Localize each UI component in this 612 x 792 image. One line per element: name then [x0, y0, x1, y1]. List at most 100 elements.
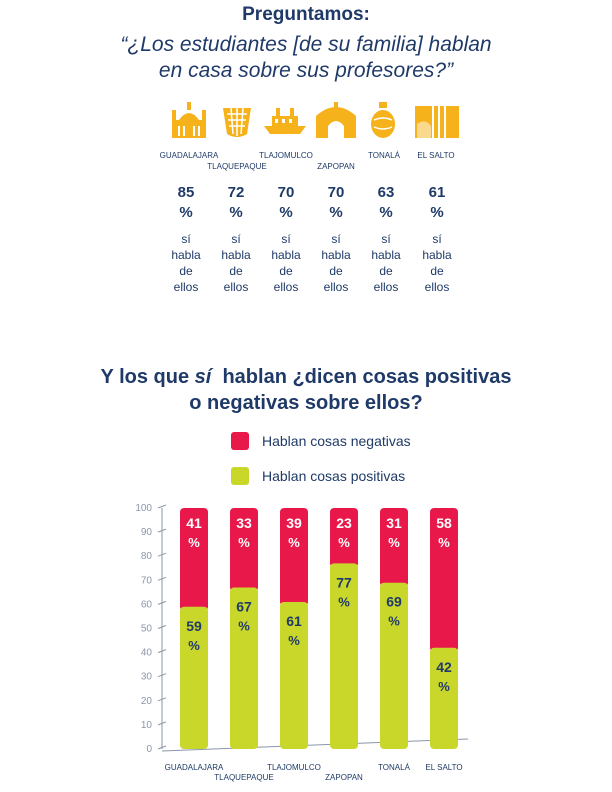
page-title: Preguntamos: — [242, 4, 370, 25]
waterfall-icon — [415, 106, 459, 138]
section-title-line-2: o negativas sobre ellos? — [189, 392, 423, 414]
talk-note: sí habla de ellos — [411, 231, 463, 295]
bar-positive — [280, 601, 308, 749]
bar-positive — [380, 582, 408, 749]
talk-percentage: 85% — [160, 183, 212, 223]
city-label-tlajomulco: TLAJOMULCO — [259, 151, 313, 160]
y-tick-mark — [157, 552, 167, 557]
talk-note: sí habla de ellos — [260, 231, 312, 295]
bar-label-negative-unit: % — [288, 535, 300, 550]
y-tick-mark — [157, 673, 167, 678]
note-word: habla — [271, 248, 301, 262]
question-line-2: en casa sobre sus profesores?” — [158, 59, 454, 82]
talk-note: sí habla de ellos — [160, 231, 212, 295]
bar-label-negative-unit: % — [238, 535, 250, 550]
x-tick-label: ZAPOPAN — [325, 773, 363, 782]
bar-label-positive: 67 — [236, 599, 252, 615]
y-tick-mark — [157, 528, 167, 533]
note-word: de — [430, 264, 444, 278]
bar-negative — [230, 508, 258, 592]
talk-percentage-value: 70 — [327, 184, 345, 201]
note-word: sí — [231, 232, 241, 246]
note-word: de — [379, 264, 393, 278]
title-part: hablan ¿dicen cosas positivas — [211, 366, 512, 388]
note-word: sí — [381, 232, 391, 246]
talk-percentage-sign: % — [430, 204, 444, 221]
bar-label-positive: 61 — [286, 613, 302, 629]
y-tick-mark — [157, 600, 167, 605]
y-tick-mark — [157, 504, 167, 509]
legend-label-negative: Hablan cosas negativas — [262, 433, 411, 449]
bar-negative — [330, 508, 358, 568]
title-emphasis: sí — [194, 366, 212, 388]
bar-label-negative: 58 — [436, 515, 452, 531]
y-tick-mark — [157, 649, 167, 654]
bar-negative — [380, 508, 408, 587]
bar-label-negative: 23 — [336, 515, 352, 531]
survey-question: “¿Los estudiantes [de su familia] hablan… — [0, 32, 612, 84]
y-tick-label: 90 — [141, 527, 153, 538]
legend-swatch-positive — [231, 467, 249, 485]
bar-label-positive: 59 — [186, 618, 202, 634]
x-tick-label: TLAJOMULCO — [267, 763, 321, 772]
bar-label-negative: 39 — [286, 515, 302, 531]
bar-label-negative-unit: % — [338, 535, 350, 550]
note-word: sí — [281, 232, 291, 246]
bar-positive — [330, 563, 358, 749]
note-word: habla — [422, 248, 452, 262]
city-label-tonala: TONALÁ — [368, 151, 400, 160]
talk-percentage-value: 70 — [277, 184, 295, 201]
note-word: habla — [371, 248, 401, 262]
city-label-zapopan: ZAPOPAN — [317, 162, 355, 171]
bar-negative — [430, 508, 458, 652]
note-word: ellos — [373, 280, 399, 294]
talk-percentage-sign: % — [229, 204, 243, 221]
talk-note: sí habla de ellos — [360, 231, 412, 295]
y-tick-label: 100 — [135, 503, 152, 514]
bar-label-negative: 31 — [386, 515, 402, 531]
talk-percentage-sign: % — [329, 204, 343, 221]
y-tick-mark — [157, 745, 167, 750]
talk-percentage-sign: % — [279, 204, 293, 221]
x-tick-label: TLAQUEPAQUE — [214, 773, 273, 782]
y-tick-label: 0 — [146, 744, 152, 755]
bar-label-negative-unit: % — [438, 535, 450, 550]
talk-percentage: 61% — [411, 183, 463, 223]
basket-icon — [223, 107, 251, 137]
y-tick-label: 80 — [141, 551, 153, 562]
note-word: de — [329, 264, 343, 278]
y-tick-label: 50 — [141, 624, 153, 635]
bar-label-positive-unit: % — [238, 619, 250, 634]
talk-note: sí habla de ellos — [210, 231, 262, 295]
y-tick-label: 10 — [141, 720, 153, 731]
section-title-line-1: Y los que sí hablan ¿dicen cosas positiv… — [0, 364, 612, 390]
bar-positive — [230, 587, 258, 749]
legend-label-positive: Hablan cosas positivas — [262, 468, 406, 484]
note-word: ellos — [273, 280, 299, 294]
note-word: habla — [321, 248, 351, 262]
note-word: ellos — [424, 280, 450, 294]
city-label-guadalajara: GUADALAJARA — [159, 151, 219, 160]
talk-percentage-value: 72 — [227, 184, 245, 201]
note-word: ellos — [223, 280, 249, 294]
x-tick-label: GUADALAJARA — [165, 763, 224, 772]
x-tick-label: EL SALTO — [425, 763, 462, 772]
bar-positive — [180, 606, 208, 749]
note-word: habla — [221, 248, 251, 262]
bar-label-positive: 42 — [436, 659, 452, 675]
note-word: sí — [181, 232, 191, 246]
note-word: sí — [432, 232, 442, 246]
note-word: sí — [331, 232, 341, 246]
talk-percentage: 72% — [210, 183, 262, 223]
bar-label-positive-unit: % — [438, 679, 450, 694]
talk-percentage: 63% — [360, 183, 412, 223]
note-word: de — [279, 264, 293, 278]
note-word: ellos — [173, 280, 199, 294]
bar-label-negative: 41 — [186, 515, 202, 531]
talk-percentage-value: 85 — [177, 184, 195, 201]
city-label-el-salto: EL SALTO — [417, 151, 455, 160]
legend-swatch-negative — [231, 432, 249, 450]
bar-label-negative-unit: % — [188, 535, 200, 550]
pot-icon — [371, 102, 395, 138]
x-tick-label: TONALÁ — [378, 763, 411, 772]
